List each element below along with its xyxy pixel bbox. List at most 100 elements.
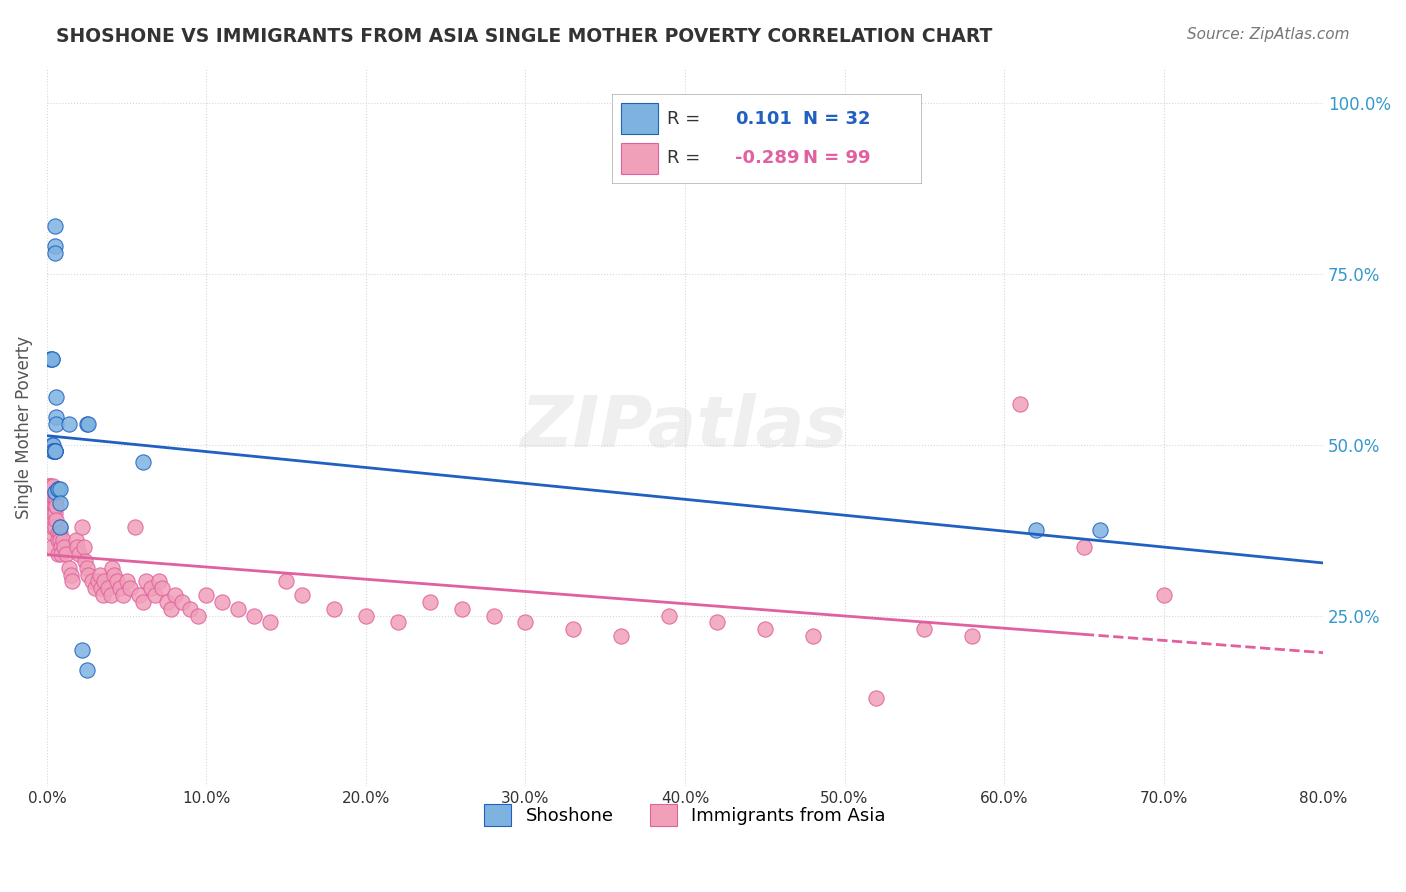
Point (41, 506, 63, 520)
Point (45, 492, 67, 507)
FancyBboxPatch shape (621, 143, 658, 174)
Point (42, 437, 65, 451)
Point (58, 560, 80, 574)
Point (65, 533, 87, 548)
Text: R =: R = (668, 149, 700, 167)
Point (41, 513, 63, 527)
Point (45, 513, 67, 527)
Point (44, 444, 66, 458)
Point (44, 444, 66, 458)
Point (75, 554, 97, 568)
Point (76, 663, 98, 677)
Point (41, 526, 63, 541)
Point (87, 574, 110, 589)
Point (80, 574, 103, 589)
Point (93, 574, 115, 589)
Point (76, 560, 98, 574)
Point (45, 499, 67, 513)
Point (53, 540, 76, 554)
Point (39, 352, 62, 367)
Point (105, 574, 128, 589)
Point (150, 581, 173, 595)
Point (865, 690, 887, 705)
Point (55, 547, 77, 561)
Point (228, 601, 250, 615)
Point (195, 588, 218, 602)
Point (52, 533, 75, 548)
Point (44, 444, 66, 458)
Point (62, 574, 84, 589)
Point (91, 588, 114, 602)
FancyBboxPatch shape (621, 103, 658, 134)
Point (179, 601, 201, 615)
Point (41, 352, 63, 367)
Point (562, 622, 585, 636)
Point (48, 482, 70, 496)
Point (41, 352, 63, 367)
Point (187, 608, 209, 623)
Point (211, 595, 233, 609)
Point (912, 622, 935, 636)
Text: N = 32: N = 32 (803, 110, 870, 128)
Point (46, 482, 69, 496)
Point (70, 519, 93, 533)
Point (515, 615, 537, 630)
Point (77, 567, 100, 582)
Point (291, 588, 314, 602)
Point (139, 581, 162, 595)
Point (115, 574, 138, 589)
Point (658, 608, 681, 623)
Point (44, 246, 66, 260)
Point (118, 581, 141, 595)
Point (67, 547, 90, 561)
Point (44, 499, 66, 513)
Point (39, 492, 62, 507)
Point (58, 417, 80, 431)
Point (44, 492, 66, 507)
Point (172, 595, 194, 609)
Point (145, 588, 167, 602)
Point (37, 478, 59, 492)
Point (128, 588, 150, 602)
Point (44, 219, 66, 233)
Point (135, 574, 157, 589)
Point (960, 629, 983, 643)
Point (48, 526, 70, 541)
Point (1088, 523, 1111, 537)
Point (148, 574, 170, 589)
Point (419, 595, 441, 609)
Point (39, 506, 62, 520)
Point (103, 567, 125, 582)
Point (276, 574, 298, 589)
Point (42, 506, 65, 520)
Point (482, 608, 505, 623)
Point (39, 478, 62, 492)
Point (90, 581, 112, 595)
Point (42, 519, 65, 533)
Point (243, 608, 266, 623)
Point (46, 526, 69, 541)
Point (1153, 588, 1175, 602)
Point (44, 239, 66, 253)
Point (354, 608, 377, 623)
Point (754, 622, 776, 636)
Point (89, 567, 111, 582)
Y-axis label: Single Mother Poverty: Single Mother Poverty (15, 336, 32, 519)
Point (44, 485, 66, 500)
Point (124, 519, 146, 533)
Point (70, 642, 93, 657)
Point (96, 581, 118, 595)
Point (45, 410, 67, 425)
Text: R =: R = (668, 110, 700, 128)
Point (51, 540, 73, 554)
Text: N = 99: N = 99 (803, 149, 870, 167)
Point (155, 595, 177, 609)
Point (44, 519, 66, 533)
Point (44, 444, 66, 458)
Text: -0.289: -0.289 (735, 149, 800, 167)
Point (46, 547, 69, 561)
Point (46, 533, 69, 548)
Point (259, 615, 281, 630)
Point (131, 595, 153, 609)
Point (41, 437, 63, 451)
